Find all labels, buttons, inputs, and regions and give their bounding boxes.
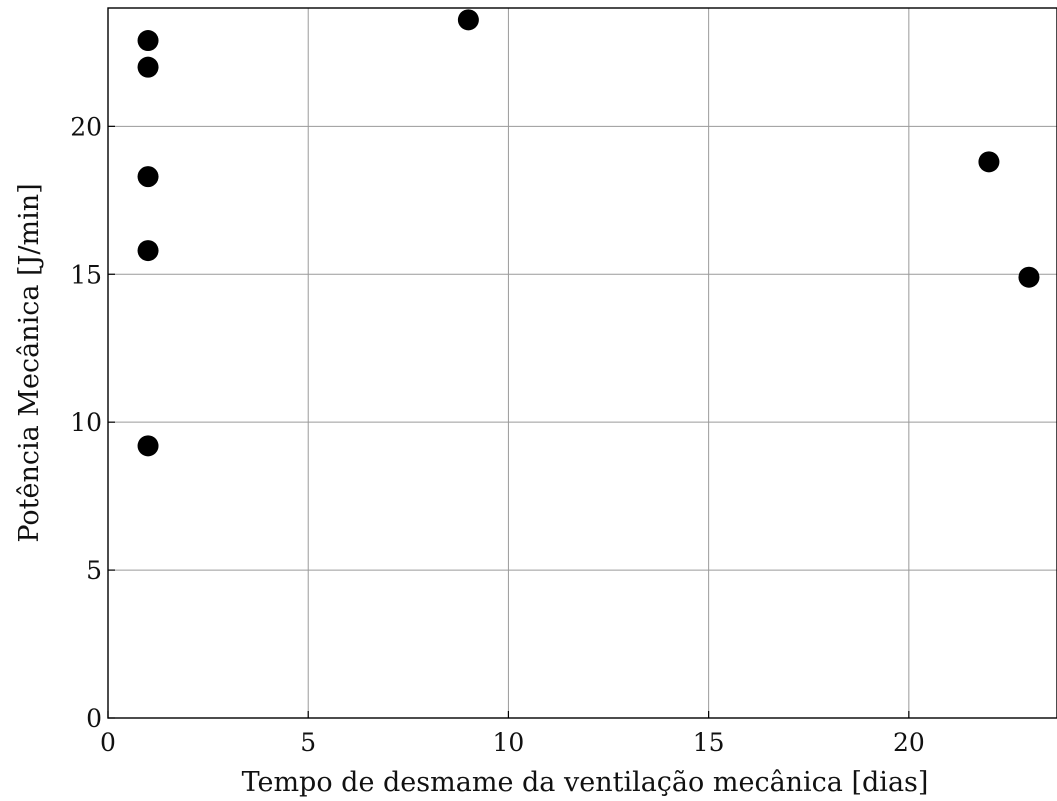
x-tick-label: 15 bbox=[693, 728, 725, 757]
data-point bbox=[137, 56, 159, 78]
grid bbox=[108, 8, 1057, 718]
x-tick-label: 5 bbox=[300, 728, 316, 757]
data-point bbox=[978, 151, 1000, 173]
y-tick-labels: 0 5 10 15 20 bbox=[70, 112, 102, 733]
data-point bbox=[457, 9, 479, 31]
y-tick-label: 15 bbox=[70, 260, 102, 289]
x-tick-label: 10 bbox=[493, 728, 525, 757]
x-tick-labels: 0 5 10 15 20 bbox=[100, 728, 925, 757]
data-point bbox=[137, 30, 159, 52]
data-points bbox=[137, 9, 1040, 457]
data-point bbox=[137, 240, 159, 262]
x-tick-label: 20 bbox=[893, 728, 925, 757]
y-tick-label: 10 bbox=[70, 408, 102, 437]
data-point bbox=[137, 435, 159, 457]
y-axis-label: Potência Mecânica [J/min] bbox=[14, 183, 45, 542]
y-tick-label: 0 bbox=[86, 704, 102, 733]
y-tick-label: 20 bbox=[70, 112, 102, 141]
x-axis-label: Tempo de desmame da ventilação mecânica … bbox=[242, 767, 929, 798]
data-point bbox=[137, 166, 159, 188]
y-tick-label: 5 bbox=[86, 556, 102, 585]
data-point bbox=[1018, 266, 1040, 288]
x-tick-label: 0 bbox=[100, 728, 116, 757]
tick-marks bbox=[107, 125, 910, 719]
plot-frame bbox=[107, 7, 1057, 719]
